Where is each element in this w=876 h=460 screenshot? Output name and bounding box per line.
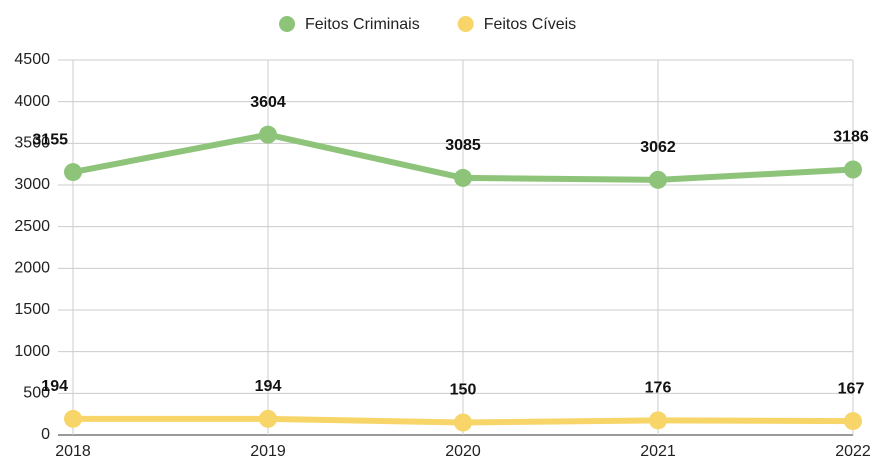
data-point	[649, 411, 667, 430]
x-tick-label: 2022	[835, 443, 871, 460]
data-point	[454, 413, 472, 432]
y-tick-label: 2000	[14, 260, 50, 277]
legend-marker	[457, 16, 474, 32]
y-tick-label: 3000	[14, 176, 50, 193]
data-point	[649, 170, 667, 189]
y-tick-label: 4500	[14, 51, 50, 68]
data-label: 194	[255, 378, 282, 395]
y-tick-label: 1000	[14, 343, 50, 360]
y-tick-label: 2500	[14, 218, 50, 235]
x-tick-label: 2019	[250, 443, 286, 460]
data-point	[844, 412, 862, 431]
legend-marker	[279, 16, 295, 32]
data-label: 3085	[445, 137, 481, 154]
data-point	[64, 163, 82, 182]
y-tick-label: 3500	[14, 135, 50, 152]
data-point	[64, 409, 82, 428]
x-tick-label: 2021	[640, 443, 676, 460]
data-label: 150	[450, 382, 477, 399]
y-tick-label: 0	[41, 426, 50, 443]
data-label: 3062	[640, 139, 676, 156]
x-tick-label: 2018	[55, 443, 91, 460]
legend-label: Feitos Criminais	[305, 16, 420, 33]
data-point	[844, 160, 862, 179]
y-tick-label: 1500	[14, 301, 50, 318]
data-label: 167	[838, 380, 865, 397]
legend-label: Feitos Cíveis	[484, 16, 576, 33]
data-point	[259, 409, 277, 428]
data-label: 3186	[833, 129, 869, 146]
data-point	[454, 168, 472, 187]
x-tick-label: 2020	[445, 443, 481, 460]
data-label: 194	[41, 378, 68, 395]
y-tick-label: 500	[23, 385, 50, 402]
data-point	[259, 125, 277, 144]
data-label: 176	[645, 380, 672, 397]
data-label: 3155	[32, 131, 68, 148]
y-tick-label: 4000	[14, 93, 50, 110]
data-label: 3604	[250, 94, 286, 111]
